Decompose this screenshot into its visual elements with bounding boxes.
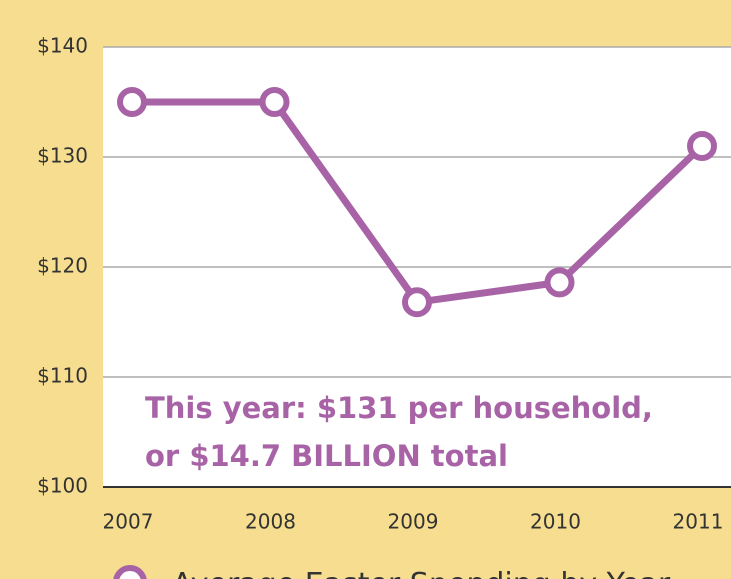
- y-tick-label: $100: [37, 474, 88, 498]
- point: [117, 87, 147, 117]
- x-tick-label: 2009: [388, 510, 439, 534]
- y-tick-label: $130: [37, 144, 88, 168]
- x-tick-label: 2011: [673, 510, 724, 534]
- point: [259, 87, 290, 117]
- x-tick-label: 2007: [103, 510, 154, 534]
- point: [402, 287, 432, 318]
- x-tick-label: 2010: [530, 510, 581, 534]
- annotation: or $14.7 BILLION total: [145, 439, 508, 473]
- legend-marker: [113, 565, 147, 579]
- annotation: This year: $131 per household,: [145, 391, 653, 425]
- legend-label: Average Easter Spending by Year: [172, 567, 671, 579]
- point: [544, 267, 575, 298]
- y-tick-label: $120: [37, 254, 88, 278]
- x-tick-label: 2008: [245, 510, 296, 534]
- point: [687, 131, 717, 161]
- y-tick-label: $110: [37, 364, 88, 388]
- y-tick-label: $140: [37, 34, 88, 58]
